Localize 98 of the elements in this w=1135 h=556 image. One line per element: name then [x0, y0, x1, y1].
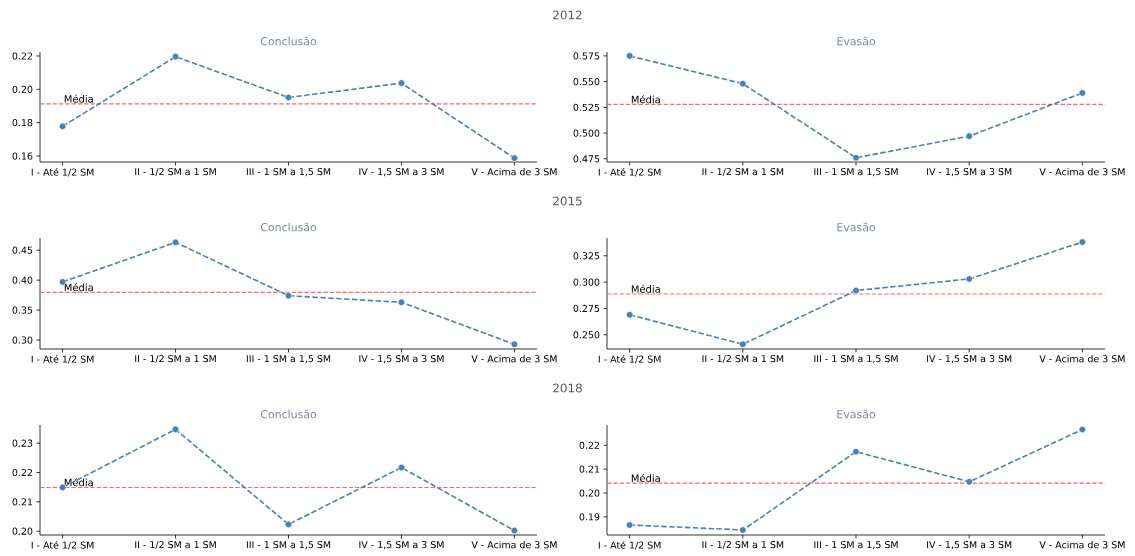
point — [852, 154, 860, 162]
y-tick-label: 0.22 — [579, 441, 600, 449]
y-tick-label: 0.22 — [12, 468, 33, 477]
x-tick-label: V - Acima de 3 SM — [1039, 355, 1125, 363]
x-tick-label: IV - 1,5 SM a 3 SM — [927, 168, 1012, 177]
ref-line-label: Média — [64, 94, 93, 103]
point — [510, 527, 519, 535]
x-tick-label: II - 1/2 SM a 1 SM — [702, 168, 784, 176]
x-tick-label: IV - 1,5 SM a 3 SM — [927, 355, 1012, 364]
x-tick-label: V - Acima de 3 SM — [471, 541, 557, 549]
x-tick-label: I - Até 1/2 SM — [31, 355, 94, 364]
text: 2018 — [553, 383, 582, 393]
chart-subtitle: Conclusão — [260, 409, 317, 419]
x-tick-label: II - 1/2 SM a 1 SM — [702, 541, 784, 549]
x-tick-label: III - 1 SM a 1,5 SM — [814, 541, 898, 550]
point — [965, 132, 973, 140]
y-tick-label: 0.30 — [12, 336, 33, 344]
y-tick-label: 0.18 — [12, 119, 33, 127]
chart-subtitle: Evasão — [837, 222, 876, 232]
y-tick-label: 0.19 — [579, 513, 600, 521]
point — [852, 286, 860, 295]
y-tick-label: 0.16 — [12, 152, 33, 160]
text: 2012 — [553, 10, 582, 20]
x-tick-label: V - Acima de 3 SM — [1039, 168, 1125, 176]
x-tick-label: I - Até 1/2 SM — [31, 168, 94, 177]
x-tick-label: II - 1/2 SM a 1 SM — [135, 541, 216, 549]
point — [739, 340, 747, 348]
point — [739, 80, 747, 88]
x-tick-label: IV - 1,5 SM a 3 SM — [359, 168, 444, 177]
x-tick-label: III - 1 SM a 1,5 SM — [814, 355, 898, 364]
point — [965, 275, 973, 283]
y-tick-label: 0.20 — [579, 489, 600, 497]
y-tick-label: 0.20 — [12, 85, 33, 93]
point — [397, 298, 406, 306]
y-tick-label: 0.475 — [573, 155, 600, 163]
y-tick-label: 0.325 — [573, 252, 600, 260]
y-tick-label: 0.22 — [12, 52, 33, 60]
text: 2015 — [553, 196, 582, 206]
y-tick-label: 0.35 — [12, 306, 33, 314]
point — [171, 238, 180, 246]
x-tick-label: V - Acima de 3 SM — [1039, 541, 1125, 549]
x-tick-label: I - Até 1/2 SM — [598, 355, 661, 364]
ref-line-label: Média — [631, 284, 660, 293]
ref-line-label: Média — [631, 473, 660, 483]
chart-subtitle: Conclusão — [260, 222, 317, 232]
point — [397, 79, 406, 87]
y-tick-label: 0.45 — [12, 246, 33, 254]
x-tick-label: IV - 1,5 SM a 3 SM — [359, 541, 444, 550]
x-tick-label: III - 1 SM a 1,5 SM — [814, 168, 898, 177]
point — [510, 154, 519, 162]
x-tick-label: II - 1/2 SM a 1 SM — [135, 168, 216, 176]
point — [284, 520, 293, 529]
point — [1078, 425, 1086, 434]
point — [626, 52, 634, 60]
x-tick-label: II - 1/2 SM a 1 SM — [135, 355, 216, 363]
x-tick-label: III - 1 SM a 1,5 SM — [246, 168, 331, 177]
point — [965, 478, 973, 486]
x-tick-label: V - Acima de 3 SM — [471, 355, 557, 363]
y-tick-label: 0.40 — [12, 276, 33, 284]
x-tick-label: I - Até 1/2 SM — [598, 168, 661, 177]
x-tick-label: I - Até 1/2 SM — [598, 541, 661, 550]
point — [397, 463, 406, 472]
y-tick-label: 0.250 — [573, 331, 600, 339]
x-tick-label: III - 1 SM a 1,5 SM — [246, 541, 331, 550]
ref-line-label: Média — [64, 478, 93, 487]
point — [1078, 238, 1086, 246]
y-tick-label: 0.20 — [12, 527, 33, 535]
point — [852, 448, 860, 456]
y-tick-label: 0.275 — [573, 304, 600, 313]
chart-subtitle: Evasão — [837, 36, 876, 46]
point — [171, 425, 180, 433]
point — [739, 526, 747, 534]
ref-line-label: Média — [64, 283, 93, 292]
x-tick-label: V - Acima de 3 SM — [471, 168, 557, 176]
x-tick-label: I - Até 1/2 SM — [31, 541, 94, 550]
point — [626, 311, 634, 319]
point — [626, 521, 634, 529]
y-tick-label: 0.21 — [579, 465, 600, 473]
chart-subtitle: Evasão — [837, 409, 876, 419]
y-tick-label: 0.575 — [573, 52, 600, 60]
point — [510, 340, 519, 348]
y-tick-label: 0.500 — [573, 129, 600, 137]
x-tick-label: III - 1 SM a 1,5 SM — [246, 355, 331, 364]
x-tick-label: IV - 1,5 SM a 3 SM — [359, 355, 444, 364]
point — [284, 292, 293, 300]
y-tick-label: 0.23 — [12, 439, 33, 447]
y-tick-label: 0.21 — [12, 498, 33, 506]
chart-subtitle: Conclusão — [260, 36, 317, 46]
x-tick-label: IV - 1,5 SM a 3 SM — [927, 541, 1012, 550]
y-tick-label: 0.300 — [573, 278, 600, 286]
point — [171, 53, 180, 61]
y-tick-label: 0.525 — [573, 103, 600, 111]
point — [58, 122, 67, 130]
point — [284, 93, 293, 102]
point — [1078, 89, 1086, 97]
x-tick-label: II - 1/2 SM a 1 SM — [702, 355, 784, 363]
ref-line-label: Média — [631, 95, 660, 104]
y-tick-label: 0.550 — [573, 78, 600, 86]
